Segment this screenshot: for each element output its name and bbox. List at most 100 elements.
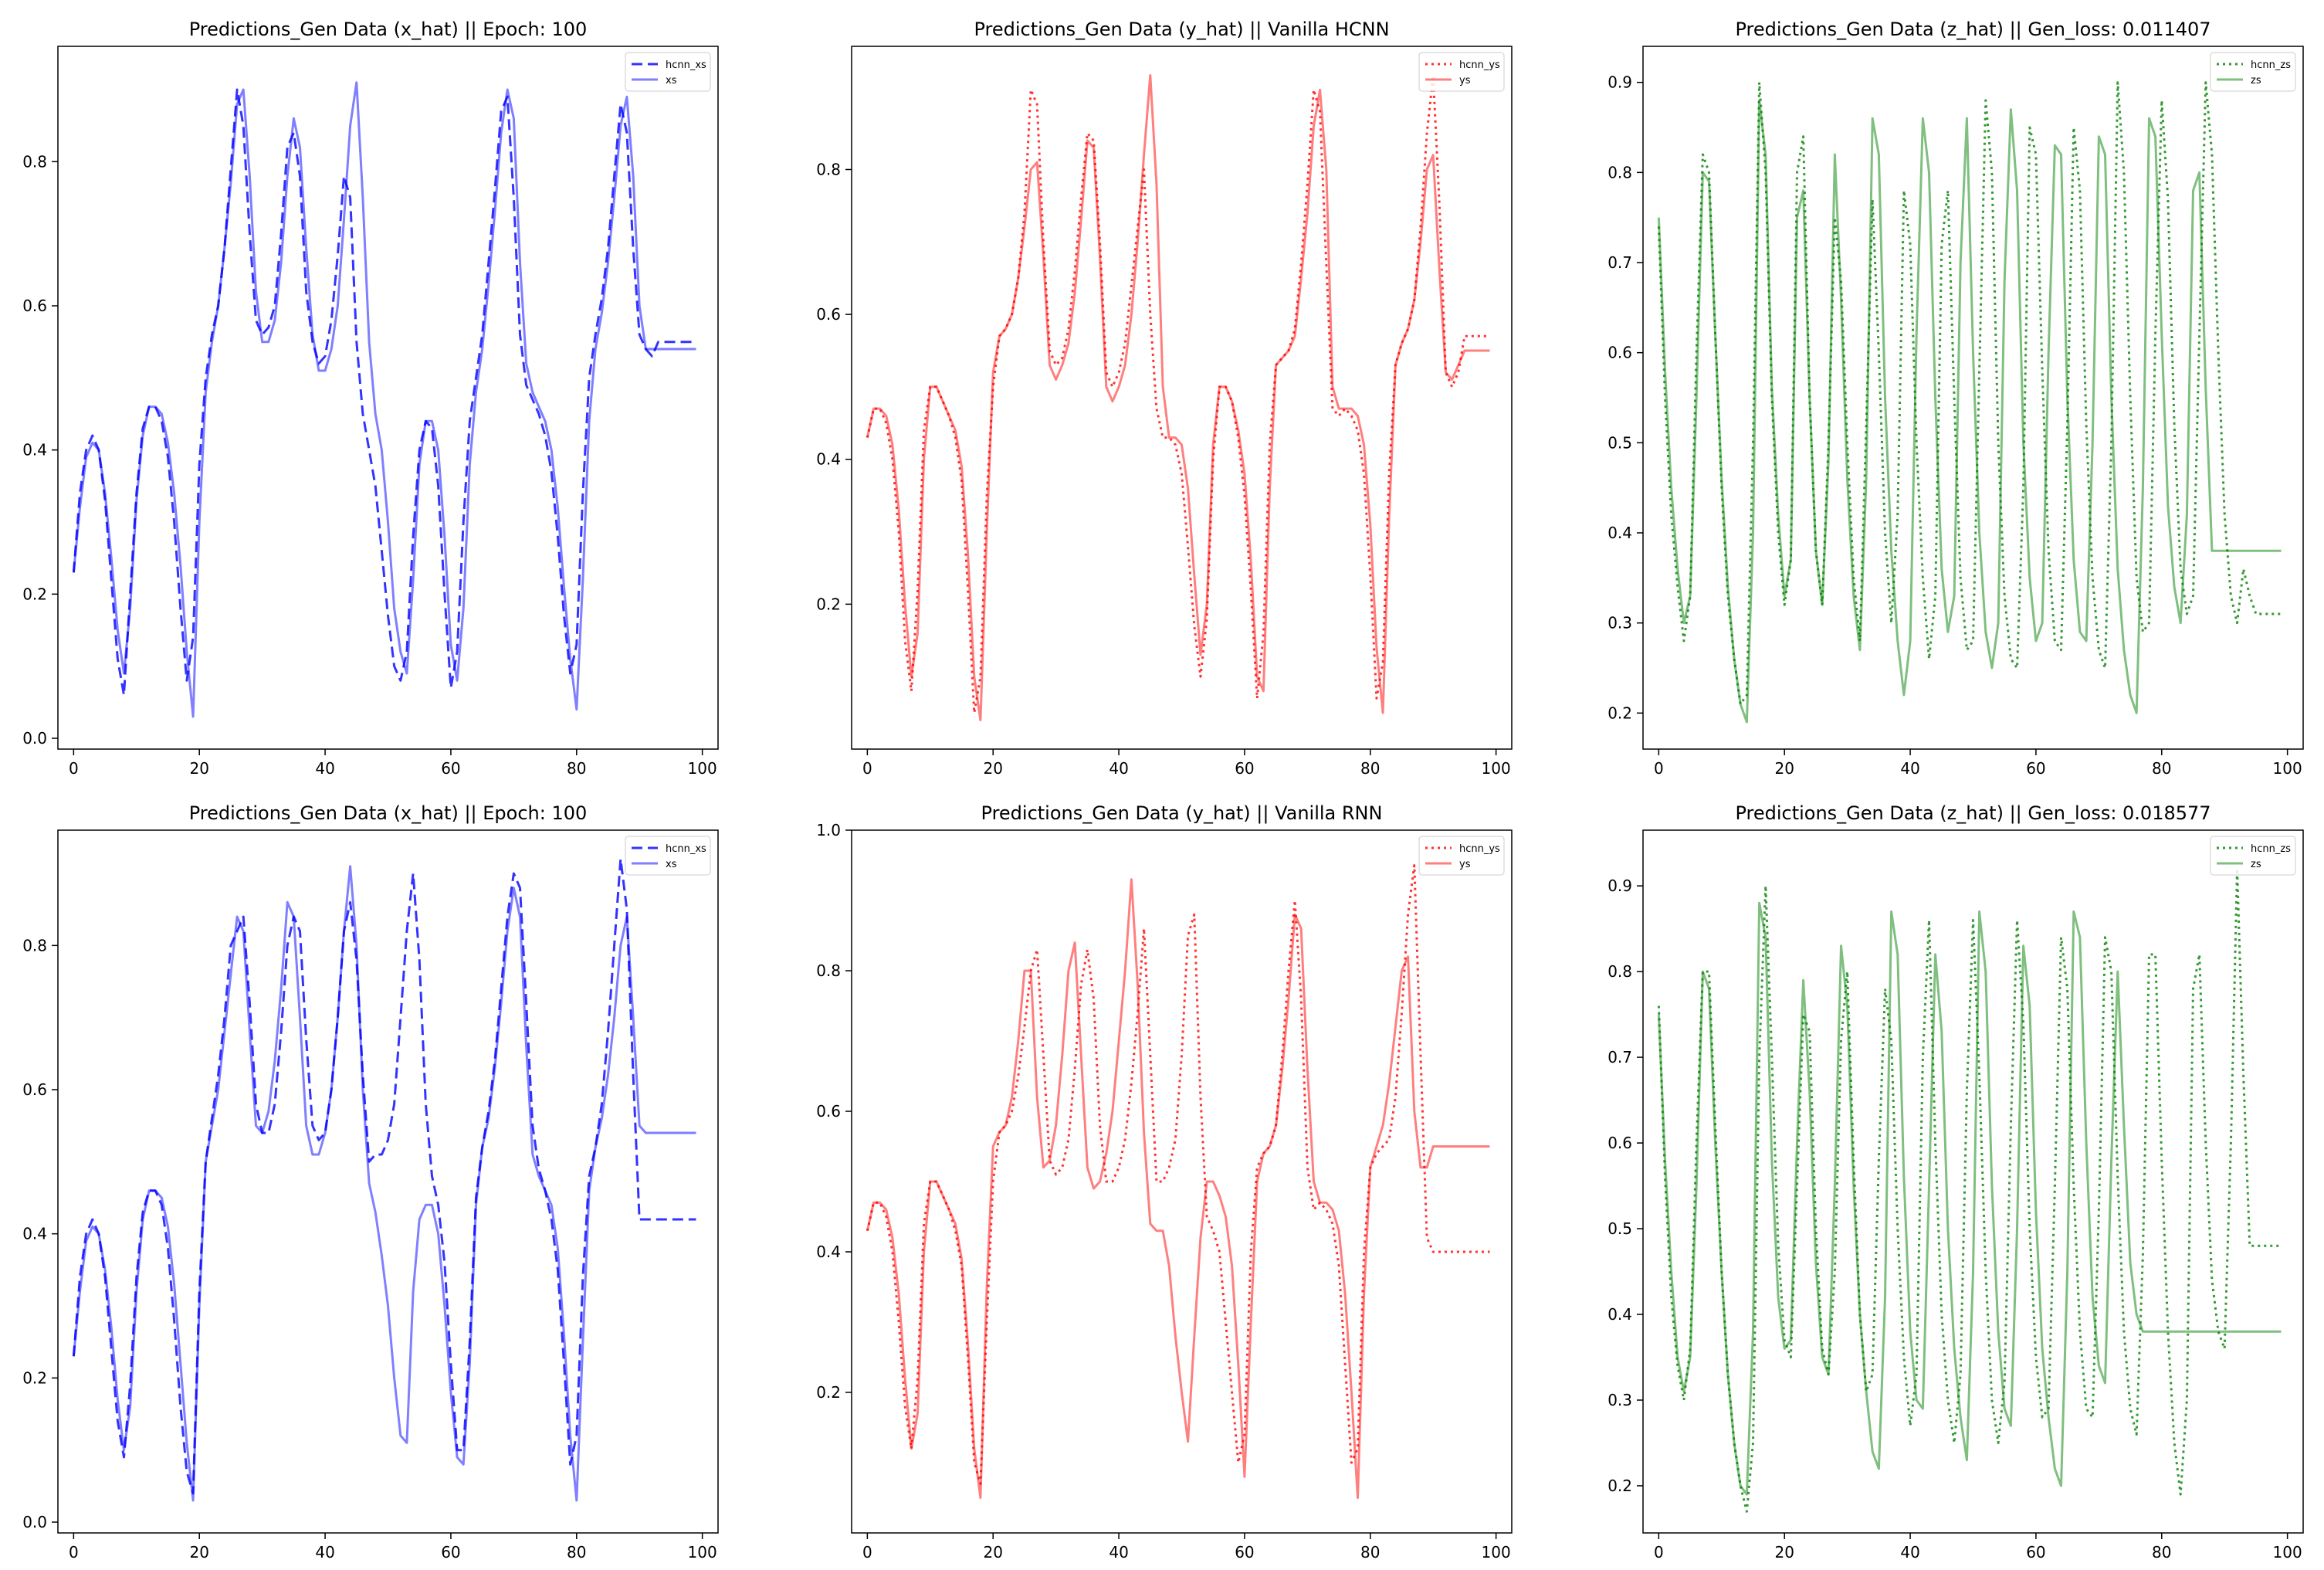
chart-panel-5: Predictions_Gen Data (y_hat) || Vanilla … xyxy=(816,802,1513,1562)
chart-panel-1: Predictions_Gen Data (x_hat) || Epoch: 1… xyxy=(22,19,719,778)
chart-panel-4: Predictions_Gen Data (x_hat) || Epoch: 1… xyxy=(22,802,719,1562)
x-tick-label: 80 xyxy=(2152,1543,2171,1562)
y-tick-label: 0.6 xyxy=(1607,344,1632,362)
x-tick-label: 80 xyxy=(567,759,586,778)
series-line-ys xyxy=(866,878,1490,1499)
x-tick-label: 20 xyxy=(983,1543,1002,1562)
x-tick-label: 20 xyxy=(1774,759,1794,778)
legend-label-hcnn_ys: hcnn_ys xyxy=(1459,843,1500,855)
series-line-zs xyxy=(1657,901,2282,1496)
y-tick-label: 0.4 xyxy=(1607,524,1632,542)
x-tick-label: 100 xyxy=(1482,1543,1511,1562)
y-tick-label: 0.6 xyxy=(816,1102,841,1121)
plot-frame xyxy=(1642,829,2304,1534)
x-tick-label: 80 xyxy=(2152,759,2171,778)
y-tick-label: 0.2 xyxy=(1607,704,1632,722)
series-line-hcnn_ys xyxy=(866,74,1490,714)
legend-label-hcnn_xs: hcnn_xs xyxy=(666,59,706,71)
series-line-xs xyxy=(72,81,696,718)
legend-label-hcnn_xs: hcnn_xs xyxy=(666,843,706,855)
series-line-hcnn_zs xyxy=(1657,867,2282,1513)
x-tick-label: 20 xyxy=(1774,1543,1794,1562)
chart-panel-3: Predictions_Gen Data (z_hat) || Gen_loss… xyxy=(1607,19,2304,778)
legend-label-hcnn_ys: hcnn_ys xyxy=(1459,59,1500,71)
legend-box xyxy=(625,52,711,92)
x-tick-label: 100 xyxy=(688,1543,717,1562)
plot-frame xyxy=(851,829,1513,1534)
y-tick-label: 0.6 xyxy=(1607,1134,1632,1152)
plot-frame xyxy=(1642,46,2304,750)
legend-label-hcnn_zs: hcnn_zs xyxy=(2251,59,2291,71)
x-tick-label: 0 xyxy=(1654,1543,1664,1562)
y-tick-label: 0.8 xyxy=(816,961,841,980)
y-tick-label: 0.6 xyxy=(816,305,841,324)
x-tick-label: 0 xyxy=(69,759,79,778)
x-tick-label: 100 xyxy=(2273,759,2302,778)
legend-label-ys: ys xyxy=(1459,75,1471,86)
series-line-ys xyxy=(866,74,1490,721)
chart-title: Predictions_Gen Data (y_hat) || Vanilla … xyxy=(981,802,1383,824)
legend-box xyxy=(2210,52,2296,92)
y-tick-label: 0.4 xyxy=(816,450,841,469)
x-tick-label: 40 xyxy=(315,1543,334,1562)
y-tick-label: 0.9 xyxy=(1607,877,1632,895)
y-tick-label: 0.2 xyxy=(22,585,47,603)
plot-frame xyxy=(57,46,719,750)
y-tick-label: 0.2 xyxy=(816,1383,841,1402)
legend-box xyxy=(1418,836,1505,876)
x-tick-label: 40 xyxy=(1109,1543,1128,1562)
plot-frame xyxy=(57,829,719,1534)
x-tick-label: 60 xyxy=(1235,759,1254,778)
y-tick-label: 0.0 xyxy=(22,1513,47,1531)
y-tick-label: 1.0 xyxy=(816,821,841,839)
x-tick-label: 40 xyxy=(1900,759,1919,778)
y-tick-label: 0.4 xyxy=(22,1225,47,1243)
plot-frame xyxy=(851,46,1513,750)
y-tick-label: 0.6 xyxy=(22,297,47,315)
y-tick-label: 0.3 xyxy=(1607,1391,1632,1409)
chart-title: Predictions_Gen Data (x_hat) || Epoch: 1… xyxy=(189,19,588,40)
x-tick-label: 40 xyxy=(315,759,334,778)
legend-label-zs: zs xyxy=(2251,75,2261,86)
x-tick-label: 0 xyxy=(1654,759,1664,778)
y-tick-label: 0.8 xyxy=(1607,962,1632,981)
series-line-zs xyxy=(1657,99,2282,724)
x-tick-label: 40 xyxy=(1900,1543,1919,1562)
y-tick-label: 0.7 xyxy=(1607,1048,1632,1066)
x-tick-label: 100 xyxy=(1482,759,1511,778)
y-tick-label: 0.4 xyxy=(816,1243,841,1261)
y-tick-label: 0.0 xyxy=(22,729,47,748)
series-line-hcnn_ys xyxy=(866,864,1490,1485)
y-tick-label: 0.4 xyxy=(1607,1305,1632,1324)
x-tick-label: 60 xyxy=(1235,1543,1254,1562)
chart-title: Predictions_Gen Data (z_hat) || Gen_loss… xyxy=(1735,19,2211,40)
legend-label-xs: xs xyxy=(666,859,677,870)
y-tick-label: 0.3 xyxy=(1607,614,1632,632)
legend-box xyxy=(2210,836,2296,876)
x-tick-label: 20 xyxy=(983,759,1002,778)
y-tick-label: 0.2 xyxy=(1607,1477,1632,1495)
y-tick-label: 0.2 xyxy=(22,1368,47,1387)
chart-title: Predictions_Gen Data (x_hat) || Epoch: 1… xyxy=(189,802,588,824)
series-line-hcnn_xs xyxy=(72,88,696,697)
y-tick-label: 0.2 xyxy=(816,595,841,613)
y-tick-label: 0.5 xyxy=(1607,1219,1632,1238)
chart-panel-2: Predictions_Gen Data (y_hat) || Vanilla … xyxy=(816,19,1513,778)
x-tick-label: 40 xyxy=(1109,759,1128,778)
x-tick-label: 0 xyxy=(862,1543,872,1562)
x-tick-label: 20 xyxy=(189,1543,208,1562)
y-tick-label: 0.9 xyxy=(1607,73,1632,92)
series-line-hcnn_xs xyxy=(72,857,696,1495)
x-tick-label: 0 xyxy=(862,759,872,778)
series-line-hcnn_zs xyxy=(1657,81,2282,706)
y-tick-label: 0.6 xyxy=(22,1080,47,1099)
y-tick-label: 0.8 xyxy=(22,152,47,171)
legend-label-hcnn_zs: hcnn_zs xyxy=(2251,843,2291,855)
